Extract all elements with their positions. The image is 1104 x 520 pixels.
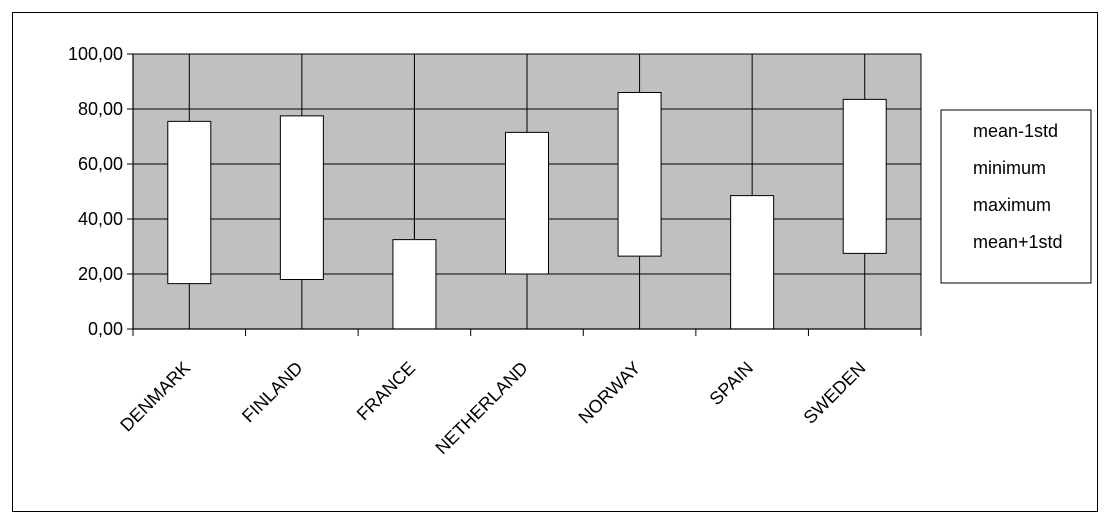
y-tick-label: 100,00 xyxy=(68,44,123,64)
box-sweden xyxy=(842,98,887,254)
box-france xyxy=(392,239,437,330)
y-tick-label: 20,00 xyxy=(78,264,123,284)
legend: mean-1std minimum maximum mean+1std xyxy=(940,109,1092,284)
box-norway xyxy=(617,92,662,257)
legend-item-minimum: minimum xyxy=(973,158,1046,178)
x-tick-label-denmark: DENMARK xyxy=(116,358,194,436)
x-tick-label-france: FRANCE xyxy=(353,358,419,424)
candles xyxy=(167,78,887,330)
legend-item-mean-1std: mean+1std xyxy=(973,232,1063,252)
legend-box xyxy=(940,109,1092,284)
box-spain xyxy=(730,195,775,330)
y-tick-label: 80,00 xyxy=(78,99,123,119)
box-denmark xyxy=(167,120,212,285)
y-tick-label: 40,00 xyxy=(78,209,123,229)
y-tick-label: 60,00 xyxy=(78,154,123,174)
x-tick-label-netherland: NETHERLAND xyxy=(431,358,531,458)
x-tick-label-spain: SPAIN xyxy=(706,358,757,409)
box-finland xyxy=(279,115,324,280)
x-tick-label-sweden: SWEDEN xyxy=(800,358,870,428)
box-netherland xyxy=(505,131,549,275)
y-tick-label: 0,00 xyxy=(88,319,123,339)
x-tick-label-norway: NORWAY xyxy=(575,358,645,428)
legend-item-mean-1std: mean-1std xyxy=(973,121,1058,141)
x-tick-label-finland: FINLAND xyxy=(238,358,307,427)
legend-item-maximum: maximum xyxy=(973,195,1051,215)
